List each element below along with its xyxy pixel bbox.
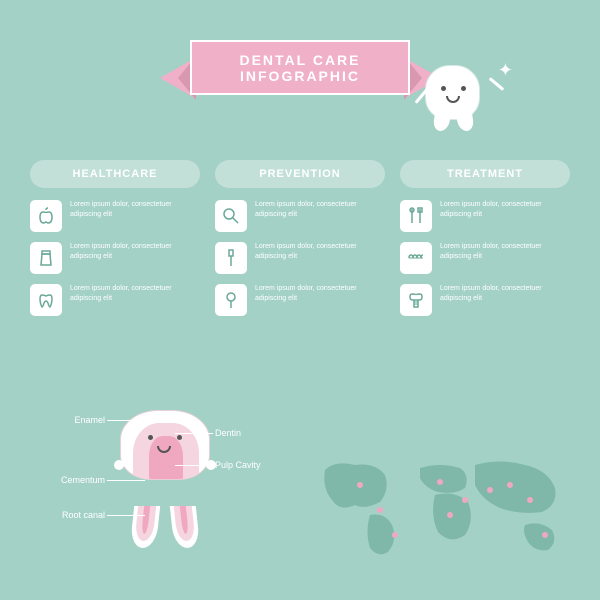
row-text: Lorem ipsum dolor, consectetuer adipisci… [440,284,570,316]
column-header: TREATMENT [400,160,570,188]
header-banner: DENTAL CARE INFOGRAPHIC ✦ [0,30,600,105]
info-row: Lorem ipsum dolor, consectetuer adipisci… [30,200,200,232]
braces-icon [400,242,432,274]
anatomy-label: Root canal [62,510,105,520]
row-text: Lorem ipsum dolor, consectetuer adipisci… [255,200,385,232]
toothbrush-icon [215,242,247,274]
info-row: Lorem ipsum dolor, consectetuer adipisci… [400,284,570,316]
tooth-anatomy-diagram: Enamel Cementum Root canal Dentin Pulp Cavit… [60,400,260,570]
apple-icon [30,200,62,232]
row-text: Lorem ipsum dolor, consectetuer adipisci… [255,284,385,316]
anatomy-label: Dentin [215,428,241,438]
column-header: HEALTHCARE [30,160,200,188]
row-text: Lorem ipsum dolor, consectetuer adipisci… [440,242,570,274]
anatomy-label: Pulp Cavity [215,460,261,470]
row-text: Lorem ipsum dolor, consectetuer adipisci… [70,200,200,232]
info-row: Lorem ipsum dolor, consectetuer adipisci… [215,200,385,232]
info-row: Lorem ipsum dolor, consectetuer adipisci… [215,284,385,316]
column: TREATMENT Lorem ipsum dolor, consectetuer… [400,160,570,326]
column: HEALTHCARE Lorem ipsum dolor, consectetue… [30,160,200,326]
column: PREVENTION Lorem ipsum dolor, consectetue… [215,160,385,326]
tooth-icon [30,284,62,316]
info-row: Lorem ipsum dolor, consectetuer adipisci… [30,284,200,316]
info-row: Lorem ipsum dolor, consectetuer adipisci… [400,242,570,274]
row-text: Lorem ipsum dolor, consectetuer adipisci… [255,242,385,274]
info-columns: HEALTHCARE Lorem ipsum dolor, consectetue… [30,160,570,326]
column-header: PREVENTION [215,160,385,188]
row-text: Lorem ipsum dolor, consectetuer adipisci… [70,284,200,316]
anatomy-label: Cementum [61,475,105,485]
tools-icon [400,200,432,232]
implant-icon [400,284,432,316]
toothpaste-icon [30,242,62,274]
magnifier-icon [215,200,247,232]
world-map [310,440,580,575]
title-line1: DENTAL CARE [239,52,360,68]
anatomy-label: Enamel [74,415,105,425]
info-row: Lorem ipsum dolor, consectetuer adipisci… [30,242,200,274]
info-row: Lorem ipsum dolor, consectetuer adipisci… [215,242,385,274]
floss-icon [215,284,247,316]
row-text: Lorem ipsum dolor, consectetuer adipisci… [70,242,200,274]
info-row: Lorem ipsum dolor, consectetuer adipisci… [400,200,570,232]
row-text: Lorem ipsum dolor, consectetuer adipisci… [440,200,570,232]
ribbon: DENTAL CARE INFOGRAPHIC [190,40,410,95]
title-line2: INFOGRAPHIC [240,68,360,84]
tooth-mascot-icon: ✦ [425,65,495,150]
